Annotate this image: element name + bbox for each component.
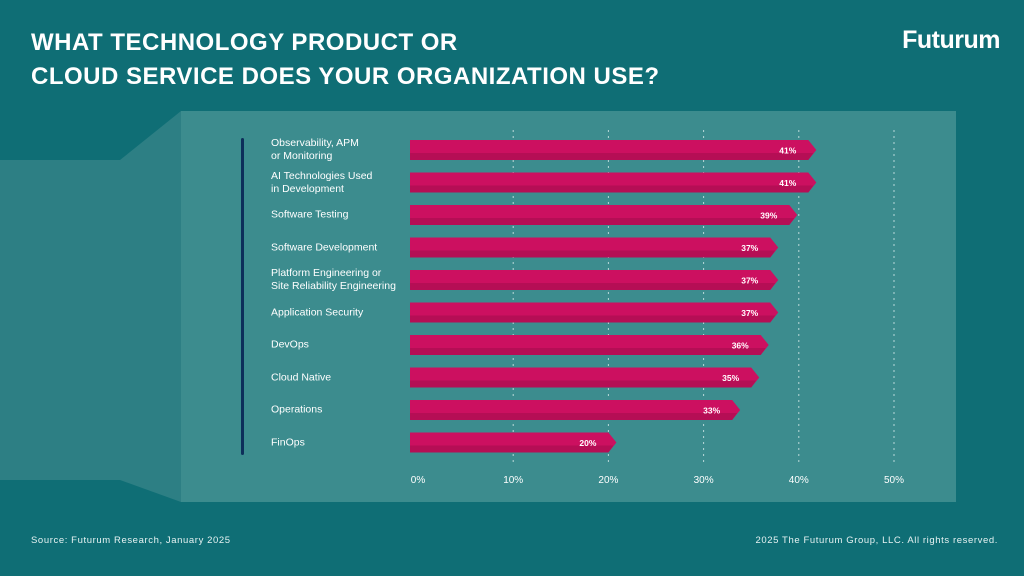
bar-shade (410, 445, 614, 453)
category-label: DevOps (271, 339, 411, 352)
bar-shade (410, 413, 738, 420)
category-label-line: FinOps (271, 436, 305, 448)
category-label-line: Site Reliability Engineering (271, 280, 396, 292)
futurum-logo: Futurum (902, 26, 1000, 54)
x-tick-label: 50% (884, 475, 904, 486)
bar-value-label: 37% (741, 308, 758, 318)
bar-value-label: 36% (732, 341, 749, 351)
category-label-line: Operations (271, 403, 323, 416)
category-label-line: AI Technologies Used (271, 169, 373, 182)
category-label-line: DevOps (271, 338, 309, 351)
x-tick-label: 20% (598, 475, 618, 486)
category-label-line: Platform Engineering or (271, 267, 382, 279)
category-label: AI Technologies Used in Development (271, 170, 411, 196)
category-label: Observability, APM or Monitoring (271, 137, 411, 163)
category-label-line: Cloud Native (271, 371, 332, 383)
x-tick-label: 30% (694, 475, 714, 486)
category-label: Cloud Native (271, 371, 411, 384)
bar-shade (410, 380, 757, 388)
bar-shade (410, 250, 776, 258)
copyright-note: 2025 The Futurum Group, LLC. All rights … (755, 535, 998, 546)
bar-value-label: 37% (741, 243, 758, 253)
category-label-line: Software Development (271, 241, 378, 253)
x-tick-label: 10% (503, 475, 523, 486)
category-label-line: in Development (271, 182, 344, 195)
bar-value-label: 41% (779, 146, 796, 156)
source-note: Source: Futurum Research, January 2025 (31, 535, 231, 546)
label-divider (241, 138, 244, 455)
category-label: Application Security (271, 306, 411, 319)
category-label: Platform Engineering or Site Reliability … (271, 267, 411, 293)
bar-value-label: 35% (722, 373, 739, 383)
bar-shade (410, 348, 766, 355)
bar-shade (410, 315, 776, 323)
bar-shade (410, 218, 795, 225)
bar-value-label: 37% (741, 276, 758, 286)
title-line-2: CLOUD SERVICE DOES YOUR ORGANIZATION USE… (31, 63, 660, 90)
bar-shade (410, 153, 814, 160)
chart-title: WHAT TECHNOLOGY PRODUCT OR CLOUD SERVICE… (31, 26, 660, 94)
category-label: Operations (271, 404, 411, 417)
bar-shade (410, 185, 814, 193)
x-tick-label: 40% (789, 475, 809, 486)
x-tick-label: 0% (411, 475, 426, 486)
category-label-line: or Monitoring (271, 150, 333, 162)
category-label: Software Development (271, 241, 411, 254)
category-label-line: Software Testing (271, 208, 349, 221)
bar-value-label: 33% (703, 406, 720, 416)
bar-shade (410, 283, 776, 290)
bar-value-label: 20% (579, 438, 596, 448)
category-label: FinOps (271, 436, 411, 449)
category-label-line: Observability, APM (271, 137, 359, 149)
category-label: Software Testing (271, 209, 411, 222)
bar-value-label: 39% (760, 211, 777, 221)
category-label-line: Application Security (271, 306, 364, 318)
title-line-1: WHAT TECHNOLOGY PRODUCT OR (31, 29, 458, 56)
bar-value-label: 41% (779, 178, 796, 188)
